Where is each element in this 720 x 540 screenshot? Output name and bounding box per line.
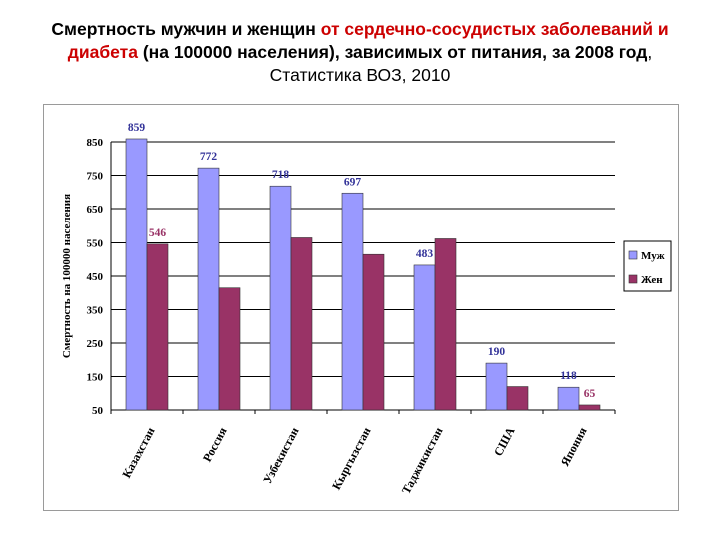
slide-title: Смертность мужчин и женщин от сердечно-с… — [20, 18, 700, 87]
y-tick-label: 50 — [92, 405, 104, 417]
legend-swatch — [628, 274, 638, 284]
y-tick-label: 650 — [87, 204, 104, 216]
category-label: Россия — [200, 424, 230, 464]
data-label-men: 697 — [344, 176, 362, 188]
bar-women — [578, 404, 601, 411]
bar-men — [197, 167, 220, 411]
title-part-3: (на 100000 населения), зависимых от пита… — [137, 42, 648, 62]
data-label-women: 65 — [584, 388, 596, 400]
bar-women — [506, 386, 529, 411]
bar-women — [362, 253, 385, 411]
legend-swatch — [628, 250, 638, 260]
title-part-1: Смертность мужчин и женщин — [51, 19, 321, 39]
y-tick-label: 350 — [87, 305, 104, 317]
title-part-4: , Статистика ВОЗ, 2010 — [269, 42, 653, 85]
y-tick-label: 750 — [87, 171, 104, 183]
bar-men — [485, 362, 508, 411]
y-axis-title: Смертность на 100000 населения — [61, 194, 73, 358]
bar-men — [413, 264, 436, 411]
data-label-men: 772 — [200, 151, 218, 163]
bar-men — [269, 185, 292, 411]
data-label-men: 190 — [488, 346, 506, 358]
category-label: Кыргызстан — [329, 425, 374, 492]
data-label-men: 718 — [272, 169, 290, 181]
category-label: Казахстан — [119, 425, 157, 480]
category-label: Узбекистан — [260, 425, 301, 486]
bar-women — [434, 238, 457, 411]
data-label-men: 859 — [128, 122, 146, 134]
bar-women — [290, 237, 313, 411]
category-label: Таджикистан — [399, 425, 446, 497]
data-label-women: 546 — [149, 227, 167, 239]
data-label-men: 483 — [416, 248, 434, 260]
legend-label: Жен — [641, 274, 663, 286]
bar-men — [125, 138, 148, 411]
legend-label: Муж — [641, 250, 665, 262]
bar-women — [146, 243, 169, 411]
chart-frame: 50 150 250 350 450 550 650 750 850 Смертность на … — [43, 104, 679, 511]
y-tick-label: 550 — [87, 238, 104, 250]
bar-men — [557, 386, 580, 411]
y-tick-label: 850 — [87, 137, 104, 149]
y-tick-label: 150 — [87, 372, 104, 384]
bar-women — [218, 287, 241, 411]
title-part-2: от сердечно-сосудистых заболеваний и диа… — [67, 19, 669, 62]
category-label: США — [491, 425, 518, 459]
bar-men — [341, 192, 364, 411]
data-label-men: 118 — [560, 370, 577, 382]
y-tick-label: 250 — [87, 338, 104, 350]
category-label: Япония — [558, 424, 590, 468]
y-tick-label: 450 — [87, 271, 104, 283]
mortality-bar-chart: 50 150 250 350 450 550 650 750 850 Смертность на … — [61, 122, 672, 497]
